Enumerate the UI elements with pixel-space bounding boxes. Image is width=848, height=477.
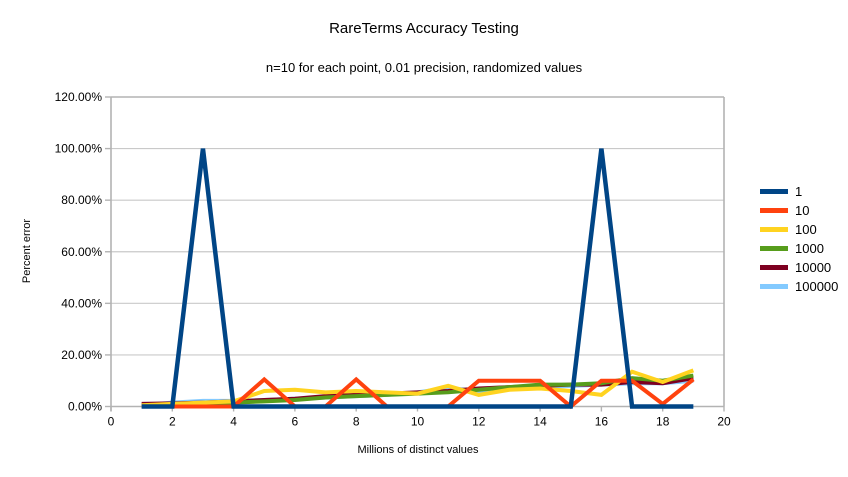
x-tick-label: 2 [169,415,176,429]
y-tick-label: 100.00% [55,142,103,156]
x-tick-label: 18 [656,415,670,429]
x-tick-label: 10 [411,415,425,429]
y-tick-label: 0.00% [68,400,102,414]
legend-swatch-icon [760,284,788,289]
legend-swatch-icon [760,208,788,213]
series-line-1 [141,148,694,409]
y-tick-label: 40.00% [61,296,102,310]
legend-item-100000: 100000 [760,277,838,296]
legend-swatch-icon [760,265,788,270]
x-tick-label: 16 [595,415,609,429]
legend-label: 10000 [795,260,832,275]
legend-item-1000: 1000 [760,239,838,258]
x-tick-label: 4 [230,415,237,429]
legend-item-10000: 10000 [760,258,838,277]
x-tick-label: 12 [472,415,486,429]
x-tick-label: 14 [533,415,547,429]
legend-label: 10 [795,203,810,218]
x-tick-label: 0 [108,415,115,429]
x-tick-label: 6 [292,415,299,429]
y-tick-label: 80.00% [61,193,102,207]
y-tick-label: 20.00% [61,348,102,362]
legend-swatch-icon [760,246,788,251]
legend-swatch-icon [760,227,788,232]
x-tick-label: 8 [353,415,360,429]
series-line-100 [141,368,695,408]
legend-label: 1000 [795,241,824,256]
legend-label: 100 [795,222,817,237]
legend-label: 100000 [795,279,839,294]
y-axis-title: Percent error [21,218,33,284]
y-tick-label: 120.00% [55,90,103,104]
legend-label: 1 [795,184,803,199]
chart-subtitle: n=10 for each point, 0.01 precision, ran… [265,60,583,75]
x-tick-label: 20 [717,415,731,429]
y-tick-label: 60.00% [61,245,102,259]
legend-item-10: 10 [760,201,838,220]
legend: 1 10 100 1000 10000 100000 [760,182,838,296]
chart-title: RareTerms Accuracy Testing [329,20,519,37]
legend-item-1: 1 [760,182,838,201]
legend-item-100: 100 [760,220,838,239]
x-axis-title: Millions of distinct values [357,444,479,456]
legend-swatch-icon [760,189,788,194]
